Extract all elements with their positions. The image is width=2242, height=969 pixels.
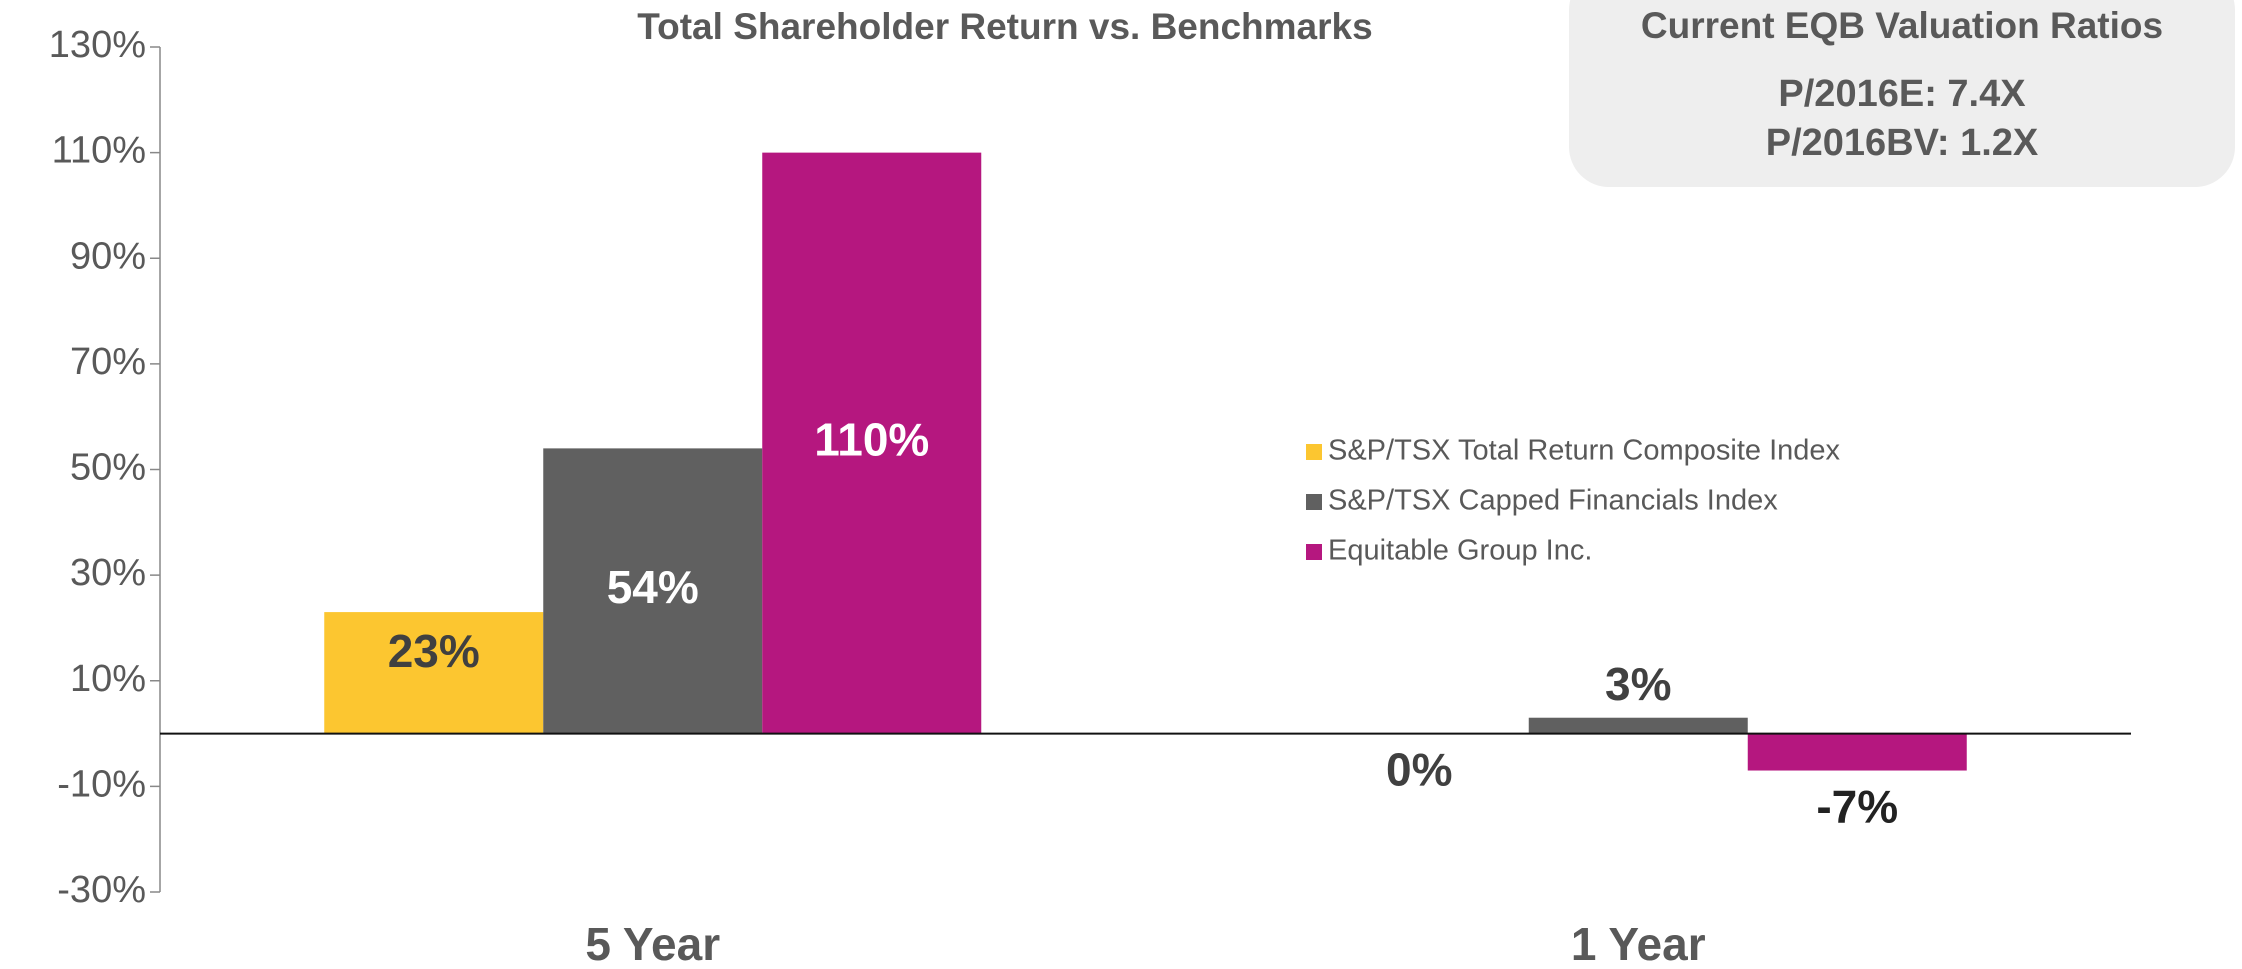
- y-tick-label: 10%: [70, 658, 146, 700]
- info-line: P/2016BV: 1.2X: [1766, 122, 2039, 164]
- value-label: 0%: [1386, 744, 1452, 796]
- value-label: -7%: [1816, 781, 1898, 833]
- chart-title: Total Shareholder Return vs. Benchmarks: [637, 6, 1372, 47]
- y-tick-label: -10%: [57, 763, 146, 805]
- value-label: 54%: [607, 561, 699, 613]
- y-tick-label: 130%: [49, 24, 146, 66]
- info-line: P/2016E: 7.4X: [1778, 73, 2026, 115]
- bar: [762, 152, 982, 734]
- bar: [324, 612, 544, 734]
- bar: [543, 448, 763, 734]
- legend-label: S&P/TSX Total Return Composite Index: [1328, 435, 1841, 467]
- info-box: [1569, 0, 2235, 187]
- y-tick-label: 90%: [70, 235, 146, 277]
- value-label: 23%: [388, 625, 480, 677]
- legend-label: Equitable Group Inc.: [1328, 535, 1592, 567]
- legend-swatch: [1306, 544, 1322, 560]
- y-tick-label: 70%: [70, 341, 146, 383]
- value-label: 3%: [1605, 658, 1671, 710]
- legend-swatch: [1306, 494, 1322, 510]
- legend-label: S&P/TSX Capped Financials Index: [1328, 485, 1778, 517]
- x-tick-label: 1 Year: [1571, 918, 1706, 969]
- legend-swatch: [1306, 444, 1322, 460]
- value-label: 110%: [814, 413, 929, 465]
- x-tick-label: 5 Year: [585, 918, 720, 969]
- bar: [1747, 733, 1967, 771]
- y-tick-label: 50%: [70, 447, 146, 489]
- y-tick-label: -30%: [57, 869, 146, 911]
- bar: [1528, 717, 1748, 734]
- y-tick-label: 110%: [52, 130, 146, 172]
- info-title: Current EQB Valuation Ratios: [1641, 5, 2163, 46]
- y-tick-label: 30%: [70, 552, 146, 594]
